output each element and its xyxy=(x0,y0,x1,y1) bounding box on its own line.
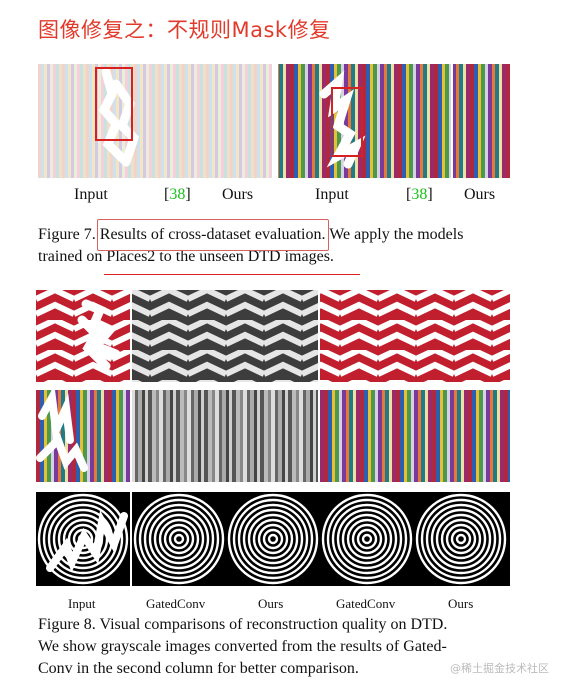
figure8-images xyxy=(36,290,510,586)
fig7-label-ref-2: [38] xyxy=(406,186,433,203)
fig8-label-ours-2: Ours xyxy=(448,596,474,611)
fig8-mask-row1 xyxy=(77,299,121,371)
fig7-label-ours-1: Ours xyxy=(222,186,254,203)
fig8-label-gatedconv-1: GatedConv xyxy=(146,596,206,611)
caption-highlight: Results of cross-dataset evaluation. xyxy=(96,219,329,251)
fig8-label-gatedconv-2: GatedConv xyxy=(336,596,396,611)
figure7-right-panel xyxy=(278,64,510,178)
fig8-label-ours-1: Ours xyxy=(258,596,284,611)
watermark: @稀土掘金技术社区 xyxy=(450,662,549,675)
fig8-mask-row2 xyxy=(36,385,88,472)
caption-underline xyxy=(104,274,360,275)
fig7-label-ours-2: Ours xyxy=(464,186,496,203)
figure7-caption: Figure 7. Results of cross-dataset evalu… xyxy=(38,219,514,268)
figure8-caption: Figure 8. Visual comparisons of reconstr… xyxy=(38,616,448,677)
fig7-label-input-2: Input xyxy=(315,186,349,203)
page-title: 图像修复之：不规则Mask修复 xyxy=(38,18,331,42)
fig8-label-input: Input xyxy=(68,596,96,611)
fig8-mask-row3 xyxy=(46,510,128,573)
mask-scribble-left xyxy=(98,67,140,167)
highlight-box-right xyxy=(331,87,363,157)
figure7-images xyxy=(38,64,510,178)
fig7-label-input-1: Input xyxy=(74,186,108,203)
highlight-box-left xyxy=(95,67,133,141)
figure7-left-panel xyxy=(38,64,274,178)
fig7-label-ref-1: [38] xyxy=(164,186,191,203)
mask-scribble-right xyxy=(319,70,366,169)
